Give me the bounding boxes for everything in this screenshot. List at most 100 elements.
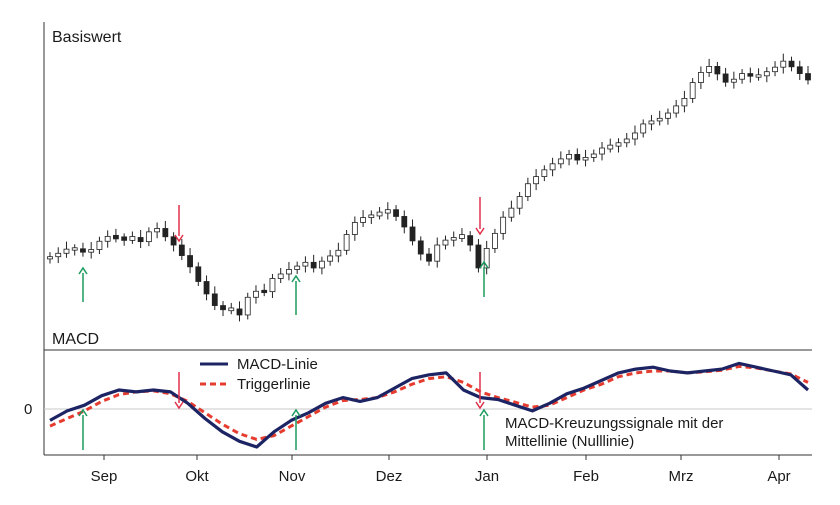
candle-body	[269, 278, 276, 293]
candle-body	[55, 252, 62, 258]
candle-body	[788, 60, 795, 68]
candle-body	[442, 239, 449, 246]
candle-body	[697, 72, 704, 83]
candle-body	[236, 308, 243, 316]
candle-body	[549, 163, 556, 171]
x-tick-label: Nov	[279, 468, 306, 485]
candle-body	[88, 249, 95, 253]
candle-body	[417, 240, 424, 255]
candle-body	[80, 248, 86, 253]
candle-body	[393, 209, 399, 217]
candle-body	[574, 154, 581, 161]
candle-body	[755, 74, 762, 78]
candle-body	[228, 307, 235, 312]
candle-body	[730, 78, 737, 83]
candle-body	[96, 240, 103, 250]
candles	[47, 53, 811, 322]
candle-body	[599, 147, 605, 155]
candle-body	[590, 153, 597, 158]
candle-body	[673, 105, 680, 114]
candle-body	[747, 73, 754, 77]
macd-panel-title: MACD	[52, 331, 99, 348]
candle-body	[409, 226, 416, 242]
macd-buy-arrow-head	[291, 408, 301, 417]
candle-body	[277, 273, 284, 279]
candle-body	[426, 253, 432, 262]
candle-body	[689, 82, 696, 99]
candle-body	[211, 293, 218, 306]
sell-arrow-head	[174, 234, 184, 243]
candle-body	[360, 217, 366, 223]
candle-body	[648, 120, 655, 125]
candle-body	[170, 236, 177, 246]
candle-body	[104, 235, 111, 242]
buy-arrow-head	[479, 260, 489, 269]
annotation-line-2: Mittellinie (Nulllinie)	[505, 433, 634, 450]
annotation-text: MACD-Kreuzungssignale mit der Mittellini…	[505, 415, 728, 450]
candle-body	[187, 255, 193, 268]
macd-signal-arrows	[78, 372, 489, 450]
candle-body	[706, 66, 713, 73]
candle-body	[623, 138, 630, 144]
candle-body	[582, 157, 589, 161]
candle-body	[145, 231, 152, 243]
candle-body	[203, 281, 210, 295]
candle-body	[286, 269, 292, 275]
candle-body	[335, 249, 342, 257]
candle-body	[665, 112, 671, 119]
x-tick-label: Okt	[185, 468, 209, 485]
candle-body	[244, 296, 251, 316]
legend: MACD-Linie Triggerlinie	[200, 356, 318, 393]
candle-body	[533, 176, 540, 185]
candle-body	[541, 169, 548, 177]
candle-body	[376, 211, 383, 217]
candle-body	[302, 261, 309, 267]
candle-body	[714, 66, 721, 75]
candle-body	[772, 66, 778, 73]
buy-arrow-head	[78, 266, 88, 275]
candle-body	[500, 216, 507, 234]
price-panel: Basiswert	[43, 22, 811, 350]
candle-body	[467, 235, 474, 246]
candle-body	[681, 97, 688, 107]
candle-body	[615, 142, 622, 147]
annotation-line-1: MACD-Kreuzungssignale mit der	[505, 415, 723, 432]
candle-body	[253, 290, 259, 298]
x-tick-label: Apr	[767, 468, 790, 485]
macd-buy-arrow-head	[479, 408, 489, 417]
candle-body	[178, 244, 185, 256]
buy-arrow-head	[291, 274, 301, 283]
macd-line	[49, 361, 810, 449]
candle-body	[310, 261, 317, 269]
candle-body	[384, 209, 391, 214]
candle-body	[71, 247, 78, 251]
candle-body	[294, 265, 301, 270]
x-tick-label: Dez	[376, 468, 403, 485]
candle-body	[508, 207, 515, 218]
candle-body	[318, 260, 325, 269]
legend-label-macd: MACD-Linie	[237, 356, 318, 373]
legend-label-trigger: Triggerlinie	[237, 376, 311, 393]
x-tick-label: Mrz	[669, 468, 694, 485]
macd-sell-arrow-head	[475, 401, 485, 410]
candle-body	[796, 66, 803, 74]
candle-body	[566, 154, 572, 160]
candle-body	[137, 237, 144, 243]
candle-body	[524, 183, 531, 197]
candle-body	[327, 255, 334, 262]
candle-body	[121, 236, 128, 241]
candle-body	[450, 237, 457, 241]
macd-buy-arrow-head	[78, 408, 88, 417]
candle-body	[220, 305, 226, 311]
candle-body	[557, 158, 564, 165]
candle-body	[640, 123, 647, 134]
candle-body	[154, 228, 161, 233]
candle-body	[780, 60, 787, 68]
candle-body	[351, 222, 358, 235]
candle-body	[113, 234, 119, 240]
price-signal-arrows	[78, 197, 489, 315]
candle-body	[343, 234, 350, 251]
macd-sell-arrow-head	[174, 401, 184, 410]
macd-series	[49, 361, 810, 449]
